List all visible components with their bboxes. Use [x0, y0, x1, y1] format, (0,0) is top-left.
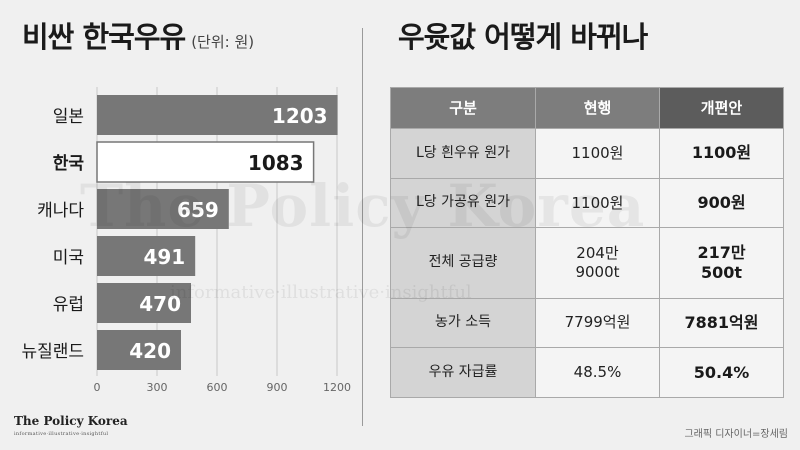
value-label: 1083	[248, 151, 304, 175]
proposed-value-line: 7881억원	[684, 312, 759, 332]
bar	[96, 141, 315, 183]
value-label: 470	[139, 292, 181, 316]
row-label: 전체 공급량	[390, 227, 536, 299]
category-label: 한국	[53, 154, 85, 174]
chart-title: 비싼 한국우유 (단위: 원)	[22, 20, 255, 54]
current-value-line: 1100원	[571, 193, 624, 212]
x-tick-label: 1200	[323, 381, 351, 394]
row-label: 우유 자급률	[390, 347, 536, 398]
current-value-line: 204만	[576, 244, 619, 263]
proposed-value-line: 50.4%	[693, 362, 750, 382]
proposed-value-line: 1100원	[691, 143, 752, 163]
row-label: L당 가공유 원가	[390, 177, 536, 229]
bar	[97, 236, 196, 276]
table-row: 전체 공급량 204만 9000t 217만 500t	[390, 227, 784, 299]
section-divider	[362, 28, 363, 426]
proposed-value: 50.4%	[659, 347, 784, 398]
bar	[97, 95, 338, 135]
x-tick-label: 900	[267, 381, 288, 394]
bar	[97, 330, 181, 370]
table-row: L당 가공유 원가 1100원 900원	[390, 177, 784, 229]
table-row: 농가 소득 7799억원 7881억원	[390, 297, 784, 349]
header-proposed: 개편안	[659, 87, 784, 129]
table-row: 우유 자급률 48.5% 50.4%	[390, 347, 784, 398]
proposed-value: 1100원	[659, 128, 784, 179]
category-label: 유럽	[53, 295, 84, 315]
category-label: 캐나다	[37, 201, 84, 221]
value-label: 491	[143, 245, 185, 269]
category-label: 미국	[53, 248, 84, 268]
current-value: 48.5%	[535, 347, 660, 398]
proposed-value: 7881억원	[659, 297, 784, 349]
category-label: 일본	[53, 107, 84, 127]
unit-label: (단위: 원)	[191, 33, 255, 51]
category-label: 뉴질랜드	[21, 342, 84, 362]
bar	[97, 283, 191, 323]
current-value: 204만 9000t	[535, 227, 660, 299]
x-tick-label: 300	[147, 381, 168, 394]
current-value-line: 9000t	[575, 262, 620, 281]
proposed-value: 217만 500t	[659, 227, 784, 299]
value-label: 1203	[272, 104, 328, 128]
table-header-row: 구분 현행 개편안	[390, 87, 784, 129]
proposed-value-line: 217만	[697, 242, 746, 262]
proposed-value: 900원	[659, 177, 784, 229]
publisher-tagline: informative·illustrative·insightful	[14, 431, 109, 437]
bar	[97, 189, 229, 229]
x-tick-label: 600	[207, 381, 228, 394]
table-row: L당 흰우유 원가 1100원 1100원	[390, 128, 784, 179]
current-value-line: 7799억원	[564, 313, 631, 332]
current-value: 1100원	[535, 177, 660, 229]
header-current: 현행	[535, 87, 660, 129]
table-title: 우윳값 어떻게 바뀌나	[398, 20, 648, 54]
proposed-value-line: 500t	[700, 262, 743, 282]
publisher-logo: The Policy Korea	[14, 414, 128, 428]
row-label: L당 흰우유 원가	[390, 128, 536, 179]
row-label: 농가 소득	[390, 297, 536, 349]
current-value-line: 48.5%	[573, 363, 622, 382]
current-value: 7799억원	[535, 297, 660, 349]
current-value-line: 1100원	[571, 143, 624, 162]
milk-price-table: 구분 현행 개편안 L당 흰우유 원가 1100원 1100원 L당 가공유 원가 11…	[390, 87, 784, 398]
proposed-value-line: 900원	[697, 193, 746, 213]
current-value: 1100원	[535, 128, 660, 179]
price-bar-chart: 0 300 600 900 1200 일본 1203 한국 1083 캐나다 659 미국 491 유럽 4…	[21, 87, 351, 394]
value-label: 659	[177, 198, 219, 222]
designer-credit: 그래픽 디자이너=장세림	[684, 429, 788, 440]
x-tick-label: 0	[94, 381, 101, 394]
header-category: 구분	[390, 87, 536, 129]
value-label: 420	[129, 339, 171, 363]
